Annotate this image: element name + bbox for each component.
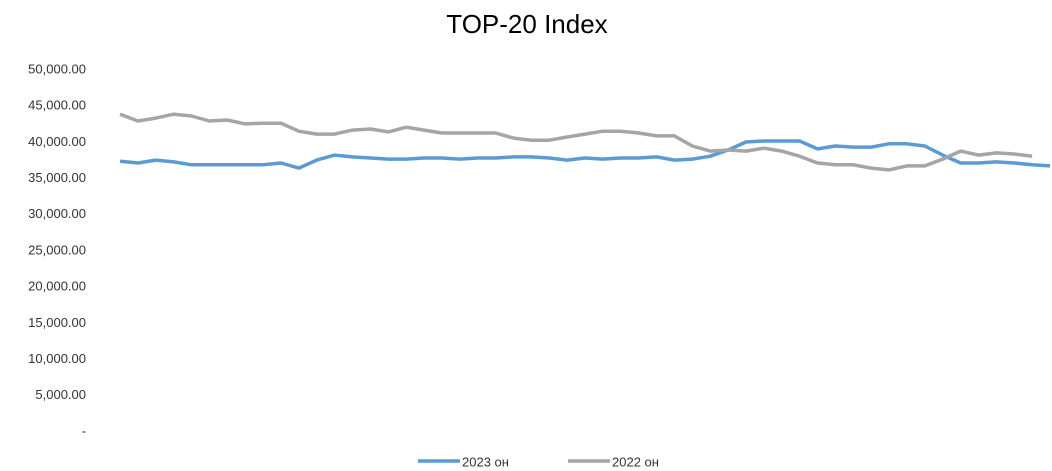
chart-title: TOP-20 Index	[446, 9, 607, 39]
y-tick-label: 45,000.00	[28, 98, 86, 113]
y-tick-label: 5,000.00	[35, 387, 86, 402]
y-tick-label: 15,000.00	[28, 315, 86, 330]
legend-label: 2023 он	[462, 454, 509, 469]
series-line	[119, 139, 1051, 170]
y-tick-label: 30,000.00	[28, 206, 86, 221]
y-tick-label: 35,000.00	[28, 170, 86, 185]
y-tick-label: 25,000.00	[28, 242, 86, 257]
y-tick-label: 40,000.00	[28, 134, 86, 149]
y-tick-label: 10,000.00	[28, 351, 86, 366]
y-tick-label: 50,000.00	[28, 61, 86, 76]
y-tick-label: 20,000.00	[28, 279, 86, 294]
legend-label: 2022 он	[612, 454, 659, 469]
series-line	[119, 112, 1033, 172]
y-tick-label: -	[82, 423, 86, 438]
